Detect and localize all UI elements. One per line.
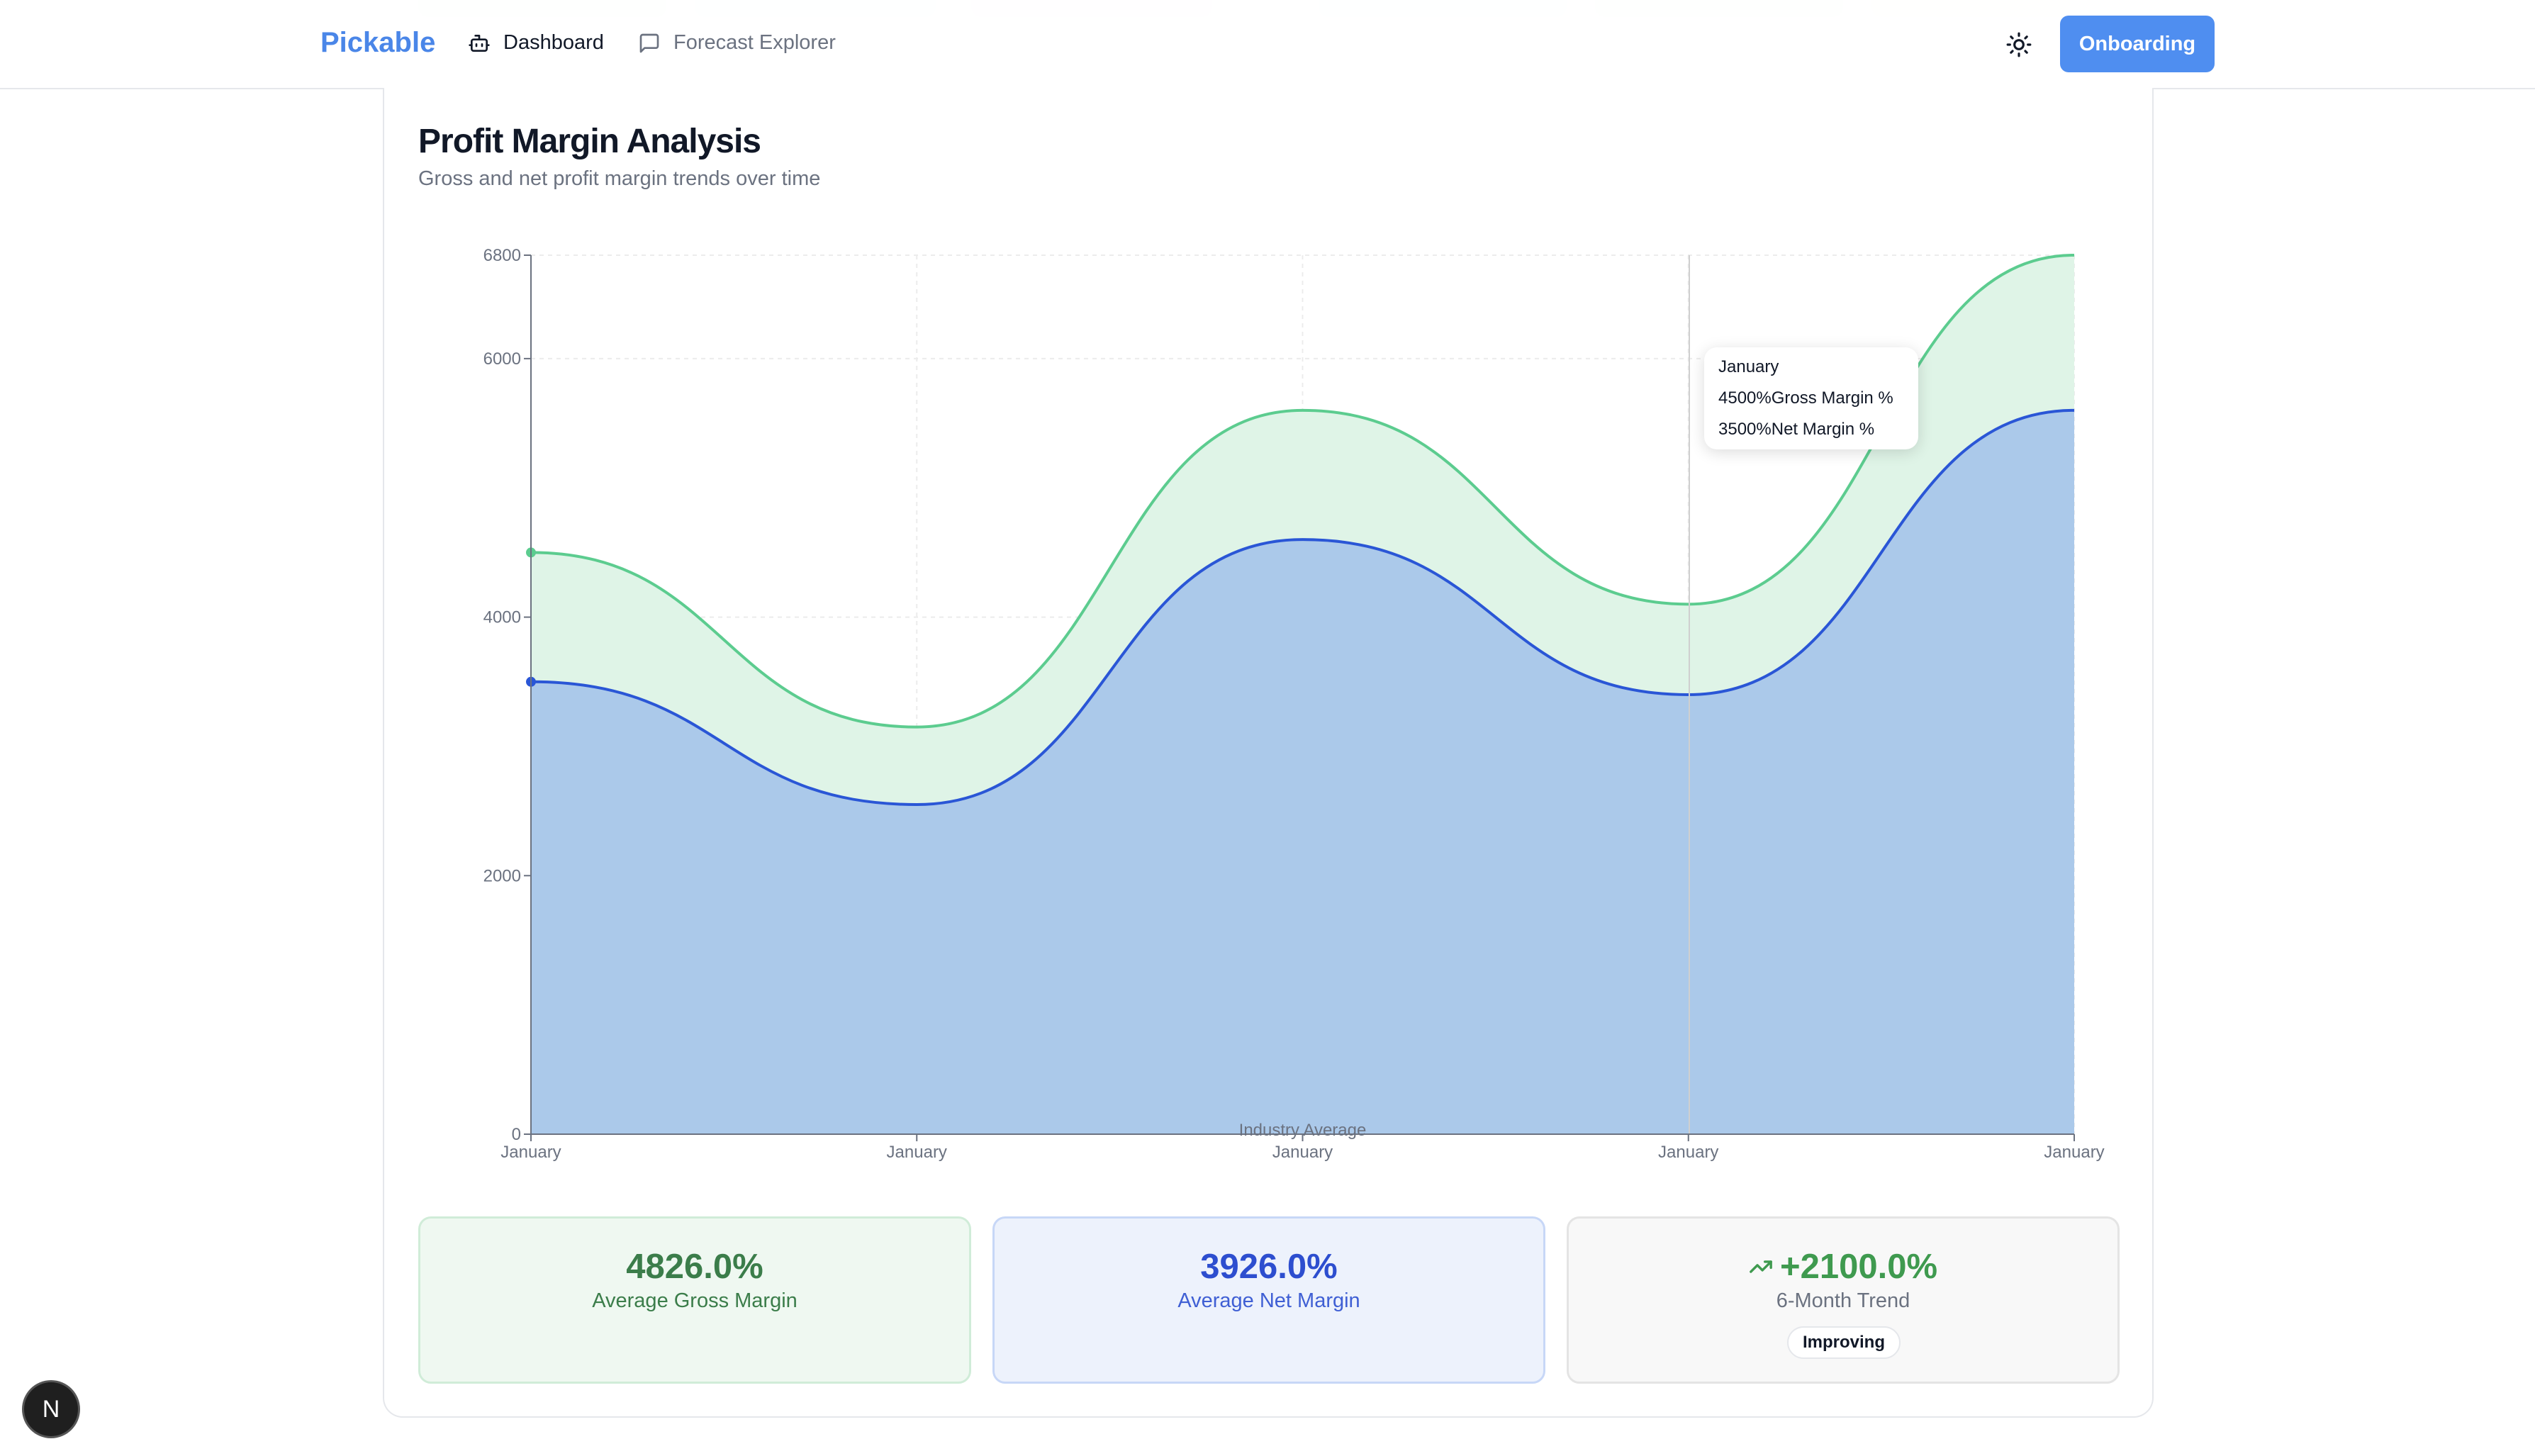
- y-tick-label: 6000: [483, 349, 521, 369]
- x-tick-label: January: [500, 1143, 561, 1162]
- series-line-net-margin: [530, 408, 2075, 807]
- tooltip-net-row: 3500%Net Margin %: [1718, 420, 1875, 439]
- series-line-gross-margin: [530, 254, 2075, 729]
- sun-icon[interactable]: [2005, 31, 2032, 58]
- tooltip-title: January: [1718, 357, 1779, 376]
- stat-value: +2100.0%: [1779, 1248, 1938, 1286]
- stat-average-net-margin: 3926.0% Average Net Margin: [992, 1216, 1545, 1384]
- onboarding-button[interactable]: Onboarding: [2060, 16, 2215, 72]
- x-tick-label: January: [887, 1143, 947, 1162]
- dev-tools-button[interactable]: N: [24, 1382, 78, 1436]
- x-tick-label: January: [2044, 1143, 2104, 1162]
- y-tick-label: 6800: [483, 246, 521, 265]
- x-tick-label: January: [1658, 1143, 1718, 1162]
- chart-tooltip: January 4500%Gross Margin % 3500%Net Mar…: [1704, 347, 1918, 449]
- stat-label: 6-Month Trend: [1776, 1289, 1910, 1312]
- stat-value: 4826.0%: [626, 1248, 763, 1286]
- y-tick-label: 0: [512, 1125, 521, 1144]
- stat-average-gross-margin: 4826.0% Average Gross Margin: [418, 1216, 971, 1384]
- area-net-margin: [531, 410, 2074, 1134]
- nav-dashboard[interactable]: Dashboard: [468, 31, 604, 55]
- nav-forecast-explorer[interactable]: Forecast Explorer: [638, 31, 836, 55]
- stat-label: Average Gross Margin: [592, 1289, 798, 1312]
- bot-icon: [469, 34, 490, 52]
- card-subtitle: Gross and net profit margin trends over …: [418, 167, 821, 190]
- y-tick-label: 2000: [483, 866, 521, 885]
- stat-label: Average Net Margin: [1177, 1289, 1360, 1312]
- tooltip-gross-row: 4500%Gross Margin %: [1718, 388, 1893, 408]
- y-tick-label: 4000: [483, 608, 521, 627]
- top-nav-bar: Pickable Dashboard Forecast Explorer Onb…: [0, 0, 2535, 89]
- nav-forecast-explorer-label: Forecast Explorer: [673, 31, 836, 54]
- x-tick-label: January: [1272, 1143, 1333, 1162]
- stat-six-month-trend: +2100.0% 6-Month Trend Improving: [1567, 1216, 2120, 1384]
- nav-dashboard-label: Dashboard: [503, 31, 604, 54]
- trending-up-icon: [1750, 1260, 1772, 1273]
- status-badge: Improving: [1787, 1326, 1901, 1359]
- card-title: Profit Margin Analysis: [418, 123, 761, 160]
- stat-value-row: +2100.0%: [1569, 1247, 2117, 1287]
- stat-value: 3926.0%: [1200, 1248, 1338, 1286]
- brand-logo[interactable]: Pickable: [320, 27, 436, 58]
- message-square-icon: [639, 33, 659, 52]
